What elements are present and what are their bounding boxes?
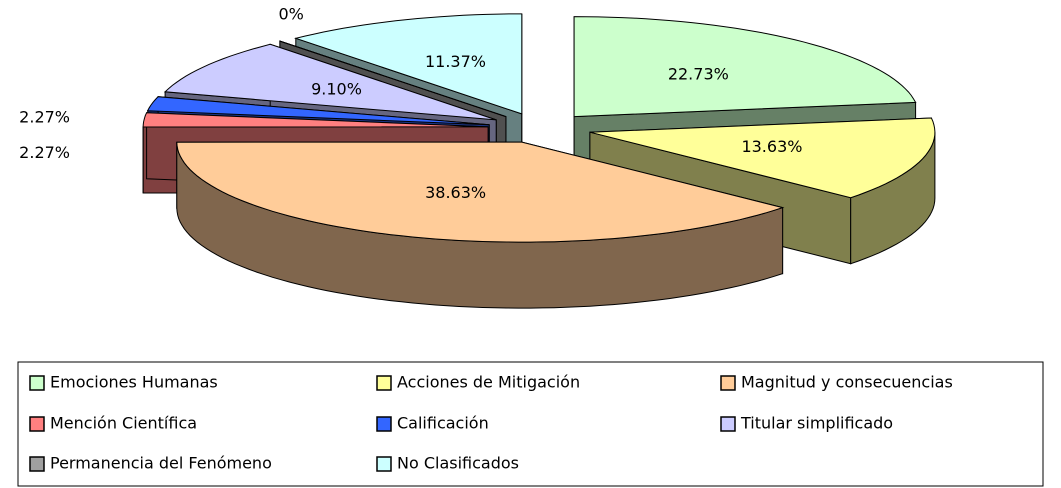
slice — [142, 112, 489, 128]
legend-label: Permanencia del Fenómeno — [50, 454, 272, 473]
slice — [146, 96, 490, 126]
data-label: 11.37% — [425, 52, 486, 71]
data-label: 38.63% — [425, 183, 486, 202]
data-label: 13.63% — [741, 137, 802, 156]
legend-swatch — [29, 416, 45, 432]
legend-swatch — [376, 456, 392, 472]
legend-swatch — [720, 375, 736, 391]
legend-label: Calificación — [397, 414, 489, 433]
legend-swatch — [29, 375, 45, 391]
legend-swatch — [720, 416, 736, 432]
slice — [294, 13, 523, 115]
legend-box — [17, 361, 1044, 487]
legend-swatch — [29, 456, 45, 472]
data-label: 0% — [279, 5, 304, 24]
legend-label: Acciones de Mitigación — [397, 373, 580, 392]
legend-label: Mención Científica — [50, 414, 197, 433]
slice — [176, 141, 785, 309]
legend-swatch — [376, 416, 392, 432]
legend-swatch — [376, 375, 392, 391]
legend-label: Emociones Humanas — [50, 373, 218, 392]
legend-label: Titular simplificado — [740, 414, 893, 433]
data-label: 9.10% — [311, 80, 362, 99]
data-label: 2.27% — [19, 143, 70, 162]
data-label: 2.27% — [19, 108, 70, 127]
slice — [176, 141, 785, 243]
legend-label: Magnitud y consecuencias — [741, 373, 953, 392]
slice — [573, 16, 917, 118]
slice — [279, 40, 507, 118]
slice — [163, 43, 497, 121]
data-label: 22.73% — [668, 65, 729, 84]
slice — [589, 117, 936, 199]
legend-label: No Clasificados — [397, 454, 519, 473]
